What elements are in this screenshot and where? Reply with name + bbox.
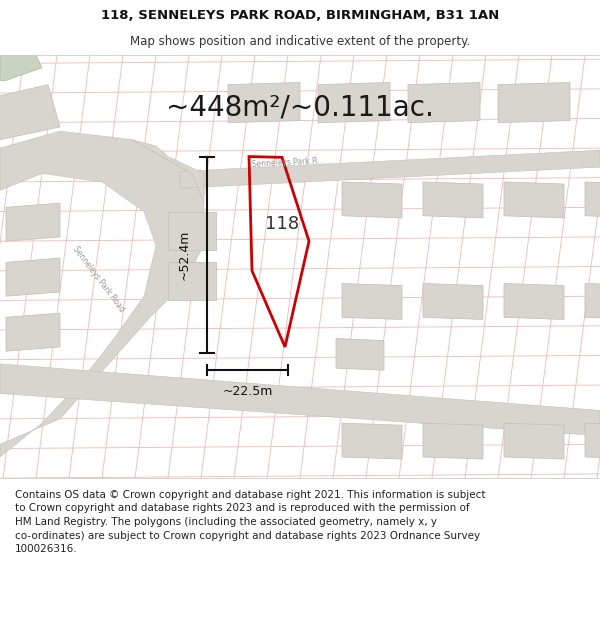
Text: 118, SENNELEYS PARK ROAD, BIRMINGHAM, B31 1AN: 118, SENNELEYS PARK ROAD, BIRMINGHAM, B3… <box>101 9 499 22</box>
Polygon shape <box>6 313 60 351</box>
Polygon shape <box>132 139 204 203</box>
Polygon shape <box>423 182 483 218</box>
Polygon shape <box>168 211 216 249</box>
Text: ~52.4m: ~52.4m <box>178 230 191 280</box>
Polygon shape <box>0 364 600 436</box>
Polygon shape <box>498 82 570 122</box>
Polygon shape <box>0 84 60 139</box>
Polygon shape <box>585 284 600 319</box>
Polygon shape <box>342 182 402 218</box>
Polygon shape <box>423 423 483 459</box>
Text: Senneleys Park R...: Senneleys Park R... <box>252 156 325 169</box>
Polygon shape <box>585 182 600 218</box>
Polygon shape <box>585 423 600 459</box>
Polygon shape <box>0 55 42 81</box>
Text: Map shows position and indicative extent of the property.: Map shows position and indicative extent… <box>130 35 470 48</box>
Polygon shape <box>180 150 600 188</box>
Polygon shape <box>342 423 402 459</box>
Polygon shape <box>504 423 564 459</box>
Polygon shape <box>168 262 216 301</box>
Polygon shape <box>504 182 564 218</box>
Text: ~448m²/~0.111ac.: ~448m²/~0.111ac. <box>166 94 434 122</box>
Polygon shape <box>336 339 384 370</box>
Text: Contains OS data © Crown copyright and database right 2021. This information is : Contains OS data © Crown copyright and d… <box>15 490 485 554</box>
Polygon shape <box>342 284 402 319</box>
Text: 118: 118 <box>265 215 299 233</box>
Polygon shape <box>6 258 60 296</box>
Text: ~22.5m: ~22.5m <box>223 385 272 398</box>
Polygon shape <box>423 284 483 319</box>
Polygon shape <box>504 284 564 319</box>
Polygon shape <box>408 82 480 122</box>
Polygon shape <box>228 82 300 122</box>
Polygon shape <box>318 82 390 122</box>
Text: Senneleys Park Road: Senneleys Park Road <box>71 244 127 314</box>
Polygon shape <box>6 203 60 241</box>
Polygon shape <box>0 131 204 457</box>
